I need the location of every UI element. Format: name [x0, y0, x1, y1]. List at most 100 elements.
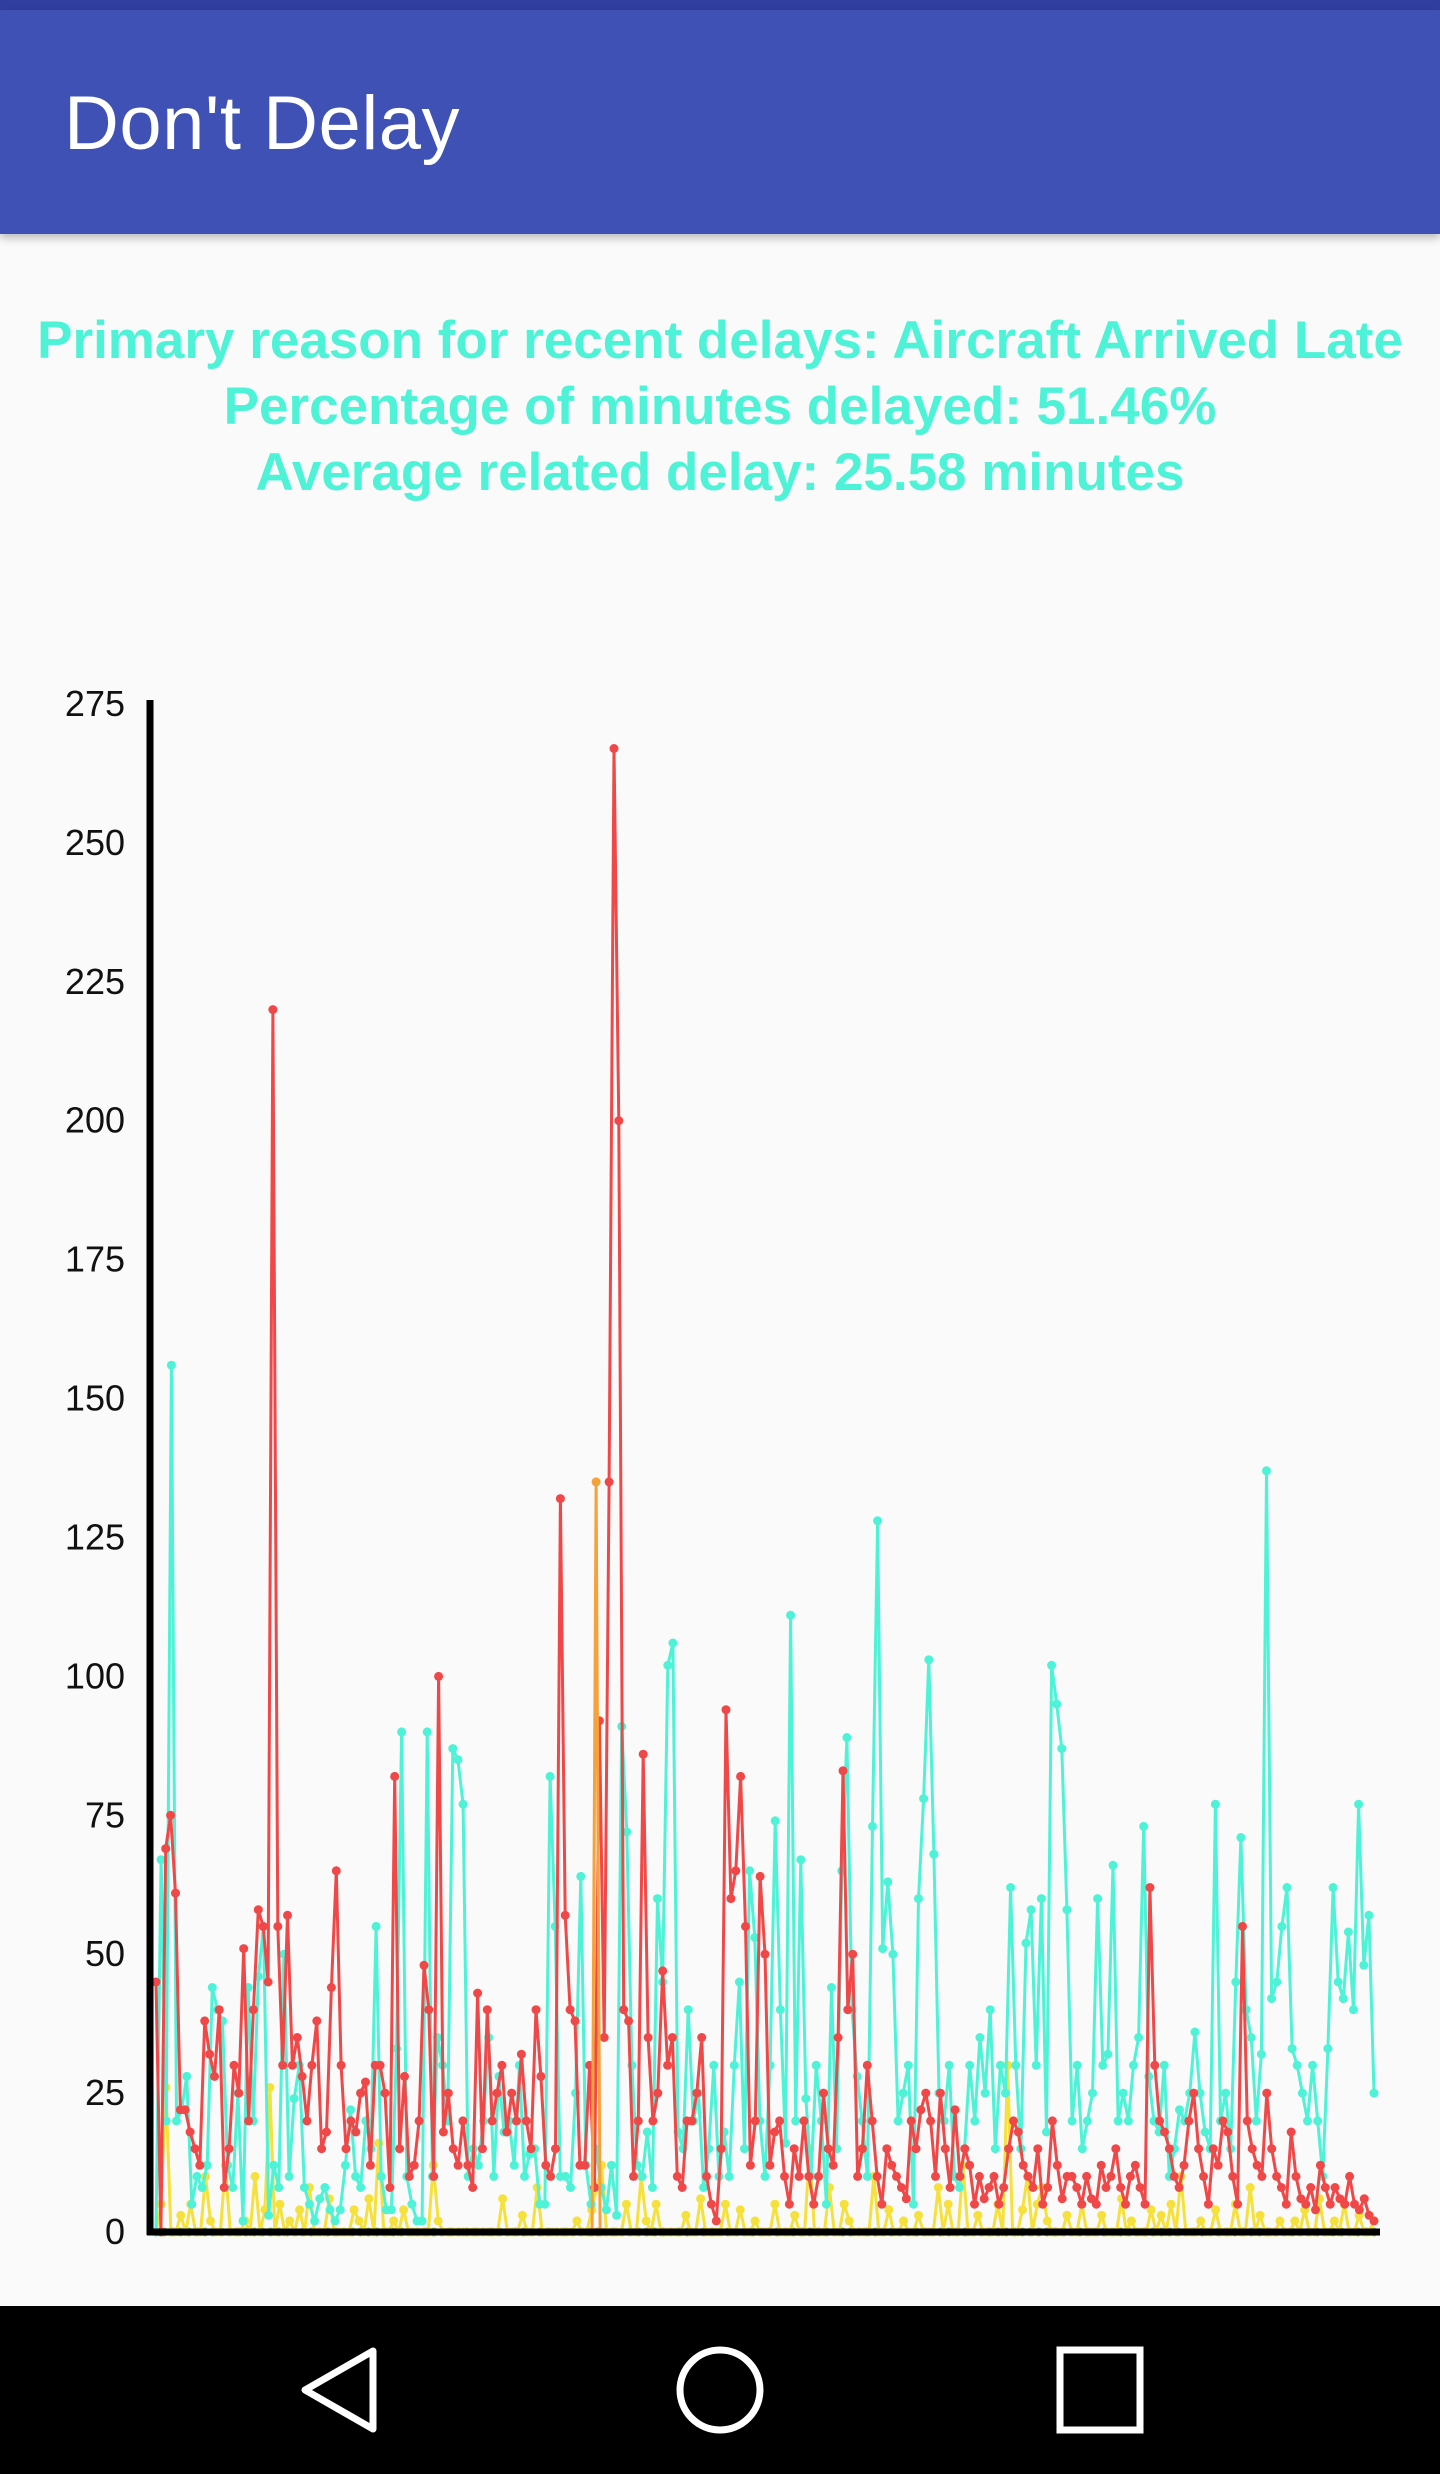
data-point — [1228, 2171, 1238, 2181]
back-button[interactable] — [240, 2306, 440, 2474]
data-point — [765, 2160, 775, 2170]
data-point — [933, 2183, 943, 2192]
data-point — [453, 2160, 463, 2170]
data-point — [1210, 1799, 1220, 1809]
data-point — [512, 2116, 521, 2126]
data-point — [1275, 2216, 1285, 2226]
data-point — [292, 2033, 302, 2042]
data-point — [263, 1977, 273, 1987]
app-bar: Don't Delay — [0, 10, 1440, 234]
data-point — [709, 2060, 719, 2070]
data-point — [828, 2160, 838, 2170]
data-point — [960, 2144, 970, 2154]
data-point — [950, 2105, 960, 2115]
data-point — [729, 2060, 739, 2070]
data-point — [1159, 2060, 1169, 2070]
data-point — [658, 1966, 668, 1976]
data-point — [560, 2171, 570, 2181]
data-point — [1145, 1883, 1155, 1892]
data-point — [1221, 2088, 1231, 2098]
data-point — [380, 2088, 390, 2098]
data-point — [965, 2160, 975, 2170]
data-point — [1028, 2183, 1038, 2192]
data-point — [1325, 2199, 1335, 2209]
data-point — [161, 1844, 171, 1854]
data-point — [400, 2071, 409, 2081]
data-point — [1106, 2171, 1116, 2181]
data-point — [1062, 2210, 1072, 2220]
data-point — [1311, 2205, 1320, 2215]
data-point — [390, 1771, 400, 1781]
data-point — [546, 2171, 556, 2181]
data-point — [1155, 2116, 1165, 2126]
data-point — [741, 1921, 750, 1931]
data-point — [1042, 2127, 1051, 2137]
data-point — [1333, 1977, 1343, 1987]
data-point — [305, 2199, 314, 2209]
data-point — [853, 2171, 863, 2181]
data-point — [210, 2071, 219, 2081]
home-button[interactable] — [620, 2306, 820, 2474]
data-point — [1174, 2183, 1184, 2192]
data-point — [258, 1921, 268, 1931]
data-point — [814, 2171, 824, 2181]
data-point — [520, 2171, 529, 2181]
data-point — [487, 2116, 497, 2126]
data-point — [1169, 2171, 1179, 2181]
data-point — [422, 1727, 432, 1737]
y-tick-label: 200 — [65, 1100, 125, 1141]
data-point — [248, 2005, 258, 2015]
data-point — [887, 2160, 897, 2170]
chart-series — [151, 744, 1379, 2237]
data-point — [857, 2144, 867, 2154]
data-point — [385, 2183, 395, 2192]
data-point — [192, 2171, 202, 2181]
recents-button[interactable] — [1000, 2306, 1200, 2474]
data-point — [919, 1794, 929, 1804]
percentage-delayed-text: Percentage of minutes delayed: 51.46% — [223, 377, 1217, 436]
data-point — [914, 1894, 923, 1904]
data-point — [335, 2205, 345, 2215]
data-point — [1021, 1938, 1031, 1948]
data-point — [517, 2210, 527, 2220]
data-point — [1242, 2116, 1252, 2126]
data-point — [896, 2183, 906, 2192]
data-point — [770, 2199, 780, 2209]
data-point — [438, 2127, 448, 2137]
data-point — [1111, 2144, 1121, 2154]
data-point — [1262, 1466, 1271, 1476]
data-point — [287, 2060, 297, 2070]
data-point — [1097, 2210, 1107, 2220]
data-point — [1354, 1799, 1364, 1809]
data-point — [395, 2144, 405, 2154]
data-point — [234, 2088, 244, 2098]
data-point — [1291, 2171, 1301, 2181]
data-point — [1166, 2199, 1176, 2209]
data-point — [1001, 2088, 1010, 2098]
data-point — [1297, 2088, 1307, 2098]
data-point — [924, 1655, 934, 1665]
data-point — [624, 2016, 634, 2026]
data-point — [663, 1660, 673, 1670]
series-line — [154, 747, 1376, 2234]
data-point — [706, 2199, 716, 2209]
data-point — [911, 2144, 921, 2154]
data-point — [862, 2171, 872, 2181]
y-axis-ticks: 0 25 50 75 100 125 150 175 200 225 250 275 — [65, 683, 125, 2252]
data-point — [672, 2171, 682, 2181]
data-point — [760, 2171, 770, 2181]
data-point — [1140, 2199, 1150, 2209]
data-point — [274, 2183, 284, 2192]
data-point — [1116, 2183, 1126, 2192]
data-point — [1282, 1883, 1292, 1892]
data-point — [468, 2183, 478, 2192]
data-point — [365, 2160, 375, 2170]
data-point — [310, 2216, 320, 2226]
data-point — [269, 2160, 279, 2170]
data-point — [702, 2171, 711, 2181]
data-point — [340, 2160, 350, 2170]
data-point — [1306, 2183, 1316, 2192]
data-point — [809, 2199, 819, 2209]
data-point — [1184, 2116, 1194, 2126]
data-point — [1130, 2160, 1140, 2170]
